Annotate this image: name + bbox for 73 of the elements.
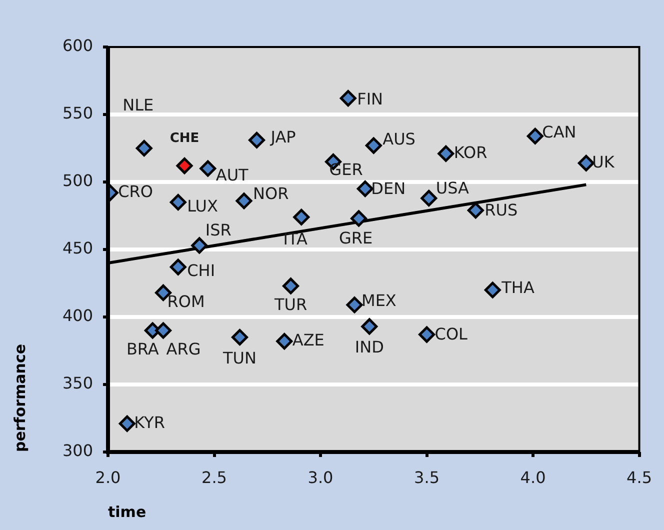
point [346, 296, 363, 314]
point [276, 333, 293, 350]
annotation: MEX [362, 291, 396, 310]
point [170, 194, 186, 210]
annotation: USA [436, 178, 470, 198]
point [155, 322, 172, 339]
annotation: AUT [216, 166, 249, 185]
point [526, 128, 544, 144]
annotation: UK [592, 152, 615, 172]
annotation: DEN [371, 178, 406, 198]
point [484, 282, 501, 298]
point [191, 237, 208, 254]
point [361, 318, 378, 335]
annotation: CAN [542, 122, 576, 142]
annotation: COL [434, 324, 468, 344]
annotation: KOR [454, 142, 488, 162]
point [356, 180, 374, 197]
annotation: GER [329, 160, 363, 179]
annotation: THA [500, 278, 534, 298]
point [420, 190, 438, 206]
x-tick-label: 3.5 [414, 468, 440, 487]
point [176, 158, 193, 174]
annotation: ITA [283, 229, 308, 248]
point [248, 132, 266, 148]
y-tick-label: 550 [62, 104, 93, 123]
point [340, 90, 356, 107]
x-axis-title: time [108, 502, 146, 521]
point [438, 145, 454, 162]
x-tick-label: 4.0 [520, 468, 546, 487]
annotation: NOR [253, 184, 289, 204]
annotation: GRE [338, 228, 373, 248]
y-axis-title: performance [10, 344, 29, 452]
annotation: AZE [292, 330, 324, 350]
annotation: BRA [126, 340, 159, 359]
point [118, 415, 136, 432]
annotation: JAP [270, 127, 296, 146]
annotation: CRO [118, 182, 154, 201]
point [282, 278, 300, 294]
annotation: KYR [134, 412, 165, 432]
y-tick-label: 400 [62, 306, 93, 326]
x-tick-label: 2.0 [95, 468, 121, 487]
y-tick-label: 350 [62, 374, 93, 393]
point [136, 140, 152, 156]
point [365, 137, 382, 154]
annotation: CHI [187, 261, 216, 280]
y-tick-label: 500 [62, 171, 93, 190]
annotation: IND [354, 338, 384, 357]
point [200, 160, 216, 177]
annotation: AUS [382, 130, 416, 149]
annotation: FIN [357, 89, 384, 108]
annotation: ARG [166, 340, 201, 359]
annotation: NLE [122, 95, 154, 114]
x-tick-label: 3.0 [308, 468, 334, 487]
point [350, 210, 368, 227]
point [578, 154, 594, 172]
annotation: ISR [205, 220, 232, 240]
point [418, 326, 436, 343]
point [236, 192, 252, 210]
y-tick-label: 600 [62, 36, 93, 56]
y-tick-label: 300 [62, 441, 93, 460]
point [170, 258, 186, 276]
annotation: RUS [484, 200, 518, 220]
x-tick-label: 4.5 [626, 468, 652, 487]
point [467, 202, 484, 219]
point [232, 329, 248, 346]
annotation: TUN [222, 348, 256, 368]
point [293, 208, 310, 226]
annotation: TUR [273, 295, 308, 314]
y-tick-label: 450 [62, 238, 93, 258]
x-tick-label: 2.5 [202, 468, 227, 487]
annotation: CHE [170, 131, 200, 146]
annotation: ROM [167, 292, 205, 311]
annotation: LUX [187, 196, 218, 216]
